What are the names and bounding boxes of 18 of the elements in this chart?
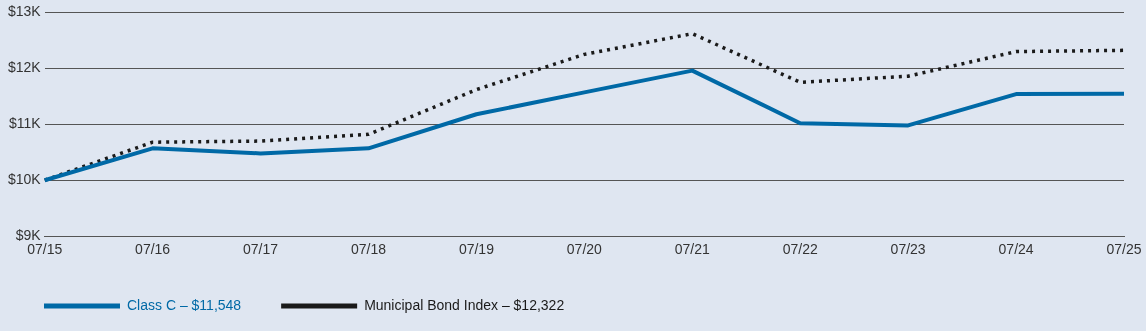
x-tick-label: 07/24 [998, 241, 1034, 258]
text: Class C – $11,548 [127, 296, 242, 313]
x-tick-label: 07/21 [674, 241, 710, 258]
y-tick-label: $13K [7, 3, 42, 20]
y-tick-label: $9K [15, 227, 42, 244]
y-tick-label: $10K [7, 171, 42, 188]
y-tick-label: $11K [9, 115, 42, 132]
x-tick-label: 07/18 [350, 241, 387, 258]
x-tick-label: 07/22 [782, 241, 818, 258]
x-tick-label: 07/19 [458, 241, 495, 258]
x-tick-label: 07/25 [1106, 241, 1142, 258]
x-tick-label: 07/16 [135, 241, 171, 258]
x-tick-label: 07/15 [27, 241, 63, 258]
text: Municipal Bond Index – $12,322 [364, 296, 565, 313]
x-tick-label: 07/23 [890, 241, 926, 258]
x-tick-label: 07/20 [566, 241, 603, 258]
x-tick-label: 07/17 [243, 241, 279, 258]
y-tick-label: $12K [7, 59, 42, 76]
